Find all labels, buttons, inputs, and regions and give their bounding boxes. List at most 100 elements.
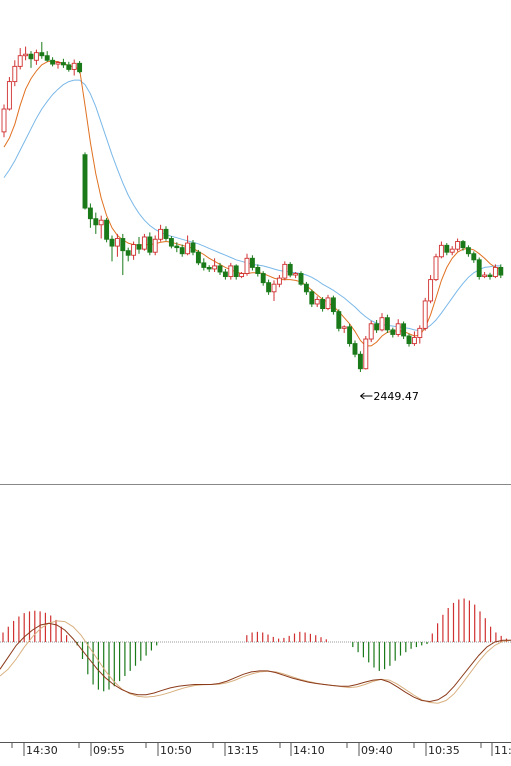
axis-tick-label: 14:10 [293, 744, 325, 757]
candle-body [168, 238, 174, 247]
candle [163, 226, 169, 241]
candle-body [71, 62, 77, 70]
low-arrow [360, 392, 373, 400]
macd-panel [0, 598, 511, 704]
candle-body [120, 238, 126, 252]
candle [406, 333, 412, 347]
candle [136, 236, 142, 254]
candle-body [217, 265, 223, 273]
candle [44, 51, 50, 62]
candle [282, 261, 288, 281]
candle [114, 233, 120, 257]
candle [330, 295, 336, 315]
candle-body [293, 273, 299, 276]
candle-body [428, 279, 434, 302]
axis-tick-label: 10:35 [428, 744, 460, 757]
candle-body [109, 238, 115, 247]
candle [6, 77, 12, 111]
candle-body [158, 228, 164, 240]
candle-body [190, 242, 196, 253]
candle [212, 258, 218, 273]
axis-tick-label: 13:15 [227, 744, 259, 757]
candle-body [411, 337, 417, 345]
candle [82, 152, 88, 210]
candle-body [298, 273, 304, 285]
candle [309, 289, 315, 308]
candle-body [98, 219, 104, 226]
candle [201, 258, 207, 271]
candle [179, 244, 185, 257]
candle-body [341, 326, 347, 329]
candle-body [336, 311, 342, 329]
dif-line [0, 622, 511, 703]
candle [98, 215, 104, 239]
candle-body [66, 64, 72, 70]
candle [455, 238, 461, 252]
candle [336, 309, 342, 332]
candle [293, 272, 299, 279]
candle [384, 314, 390, 333]
candle-body [222, 271, 228, 278]
candle-body [303, 283, 309, 293]
candle [17, 48, 23, 70]
candle [12, 60, 18, 87]
candle-body [77, 62, 83, 73]
candle-body [309, 291, 315, 305]
dea-line [0, 620, 511, 704]
candle-body [379, 317, 385, 331]
candle-body [125, 250, 131, 256]
axis-tick-label: 14:30 [26, 744, 58, 757]
candle-body [374, 323, 380, 331]
axis-tick-label: 10:50 [160, 744, 192, 757]
candle-body [401, 323, 407, 337]
candle [498, 264, 504, 279]
candle-body [93, 218, 99, 226]
candle [39, 42, 45, 59]
candle-body [87, 207, 93, 220]
candle [93, 212, 99, 234]
candle [476, 257, 482, 280]
candle [271, 280, 277, 301]
candle [428, 275, 434, 304]
candle-body [357, 353, 363, 370]
candle-body [476, 259, 482, 278]
candle-body [395, 323, 401, 335]
candle [438, 241, 444, 259]
candle [276, 275, 282, 288]
candle [239, 272, 245, 279]
candle [217, 262, 223, 276]
candle [131, 241, 137, 260]
candle-body [406, 335, 412, 345]
candle [190, 240, 196, 256]
candle [77, 61, 83, 74]
candle-body [152, 238, 158, 253]
candle-body [228, 265, 234, 278]
candle [266, 279, 272, 295]
candle [147, 232, 153, 256]
candle-body [276, 277, 282, 285]
candle-body [179, 247, 185, 255]
candle-body [212, 265, 218, 270]
candle-body [255, 266, 261, 274]
candle [71, 59, 77, 76]
candle-body [50, 59, 56, 65]
candle [228, 262, 234, 280]
candle-body [136, 244, 142, 250]
candle [125, 247, 131, 262]
candle-body [244, 257, 250, 274]
candle [444, 243, 450, 256]
candle [1, 104, 7, 138]
candle-body [287, 263, 293, 276]
candle [341, 325, 347, 333]
candle [33, 49, 39, 65]
candle-body [492, 266, 498, 278]
candle [104, 217, 110, 243]
candle [66, 61, 72, 72]
candle-body [282, 263, 288, 279]
candle [357, 351, 363, 372]
candle [244, 253, 250, 276]
candle [411, 331, 417, 346]
candle-body [239, 273, 245, 278]
